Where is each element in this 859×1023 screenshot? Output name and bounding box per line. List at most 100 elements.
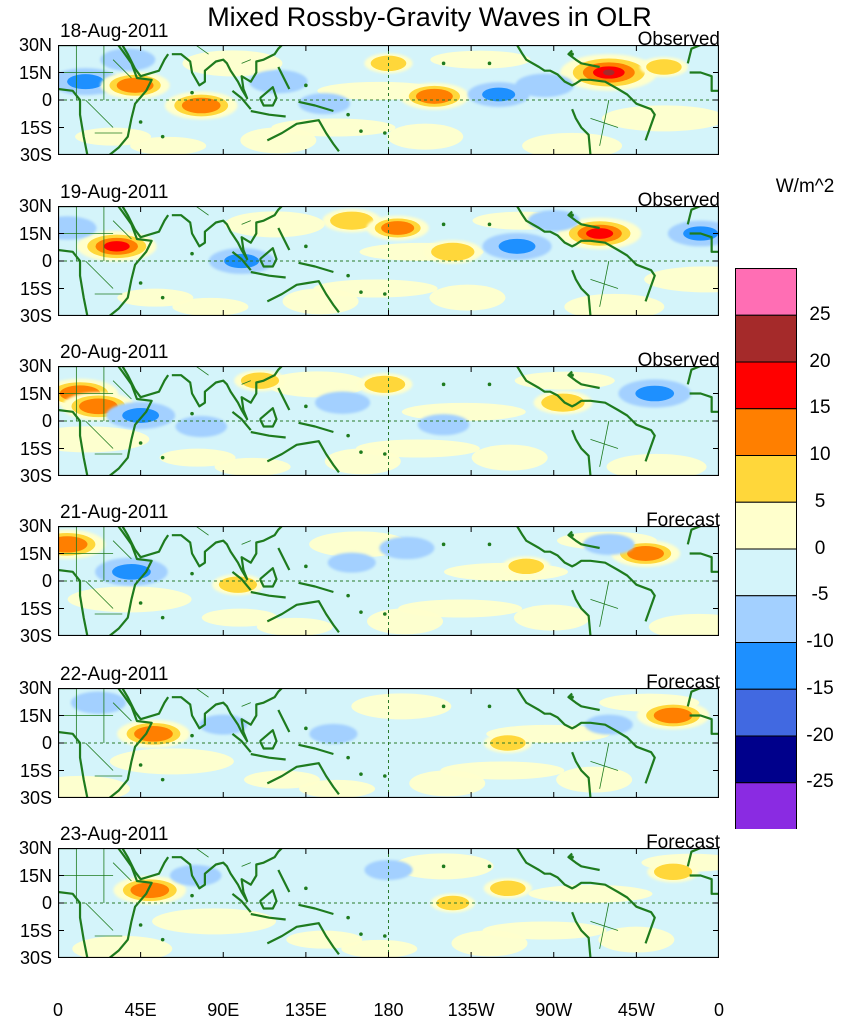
colorbar-label: 0 <box>814 537 826 559</box>
lat-tick-label: 30S <box>19 306 52 326</box>
lat-tick-label: 15N <box>18 223 52 244</box>
weak-anomaly-patch <box>598 926 675 953</box>
coastline <box>258 567 278 588</box>
map-frame <box>58 526 719 636</box>
island <box>346 755 350 760</box>
weak-anomaly-patch <box>324 448 401 475</box>
weak-anomaly-patch <box>601 105 719 132</box>
colorbar-cell <box>735 688 797 737</box>
map-svg <box>58 526 719 636</box>
lat-tick-label: 15S <box>19 598 52 619</box>
anomaly-contour <box>653 863 693 880</box>
lat-tick-label: 15N <box>18 543 52 564</box>
anomaly-contour <box>653 707 693 724</box>
island <box>359 610 363 614</box>
panel-date: 18-Aug-2011 <box>60 21 169 42</box>
weak-anomaly-patch <box>282 288 359 315</box>
lon-tick-label: 0 <box>713 1000 724 1020</box>
island <box>359 290 363 294</box>
coastline <box>231 89 252 110</box>
anomaly-contour <box>103 241 130 252</box>
coastline <box>689 714 719 735</box>
lat-tick-label: 0 <box>41 251 52 271</box>
anomaly-contour <box>424 416 463 433</box>
lat-tick-label: 15N <box>18 865 52 886</box>
colorbar-label: 25 <box>809 303 831 325</box>
anomaly-contour <box>305 95 344 112</box>
lat-tick-label: 30S <box>19 466 52 486</box>
coastline <box>121 45 170 78</box>
island <box>138 441 143 445</box>
map-svg <box>58 688 719 798</box>
coastline <box>258 407 278 428</box>
island <box>487 704 492 709</box>
lat-tick-label: 15N <box>18 383 52 404</box>
coastline <box>567 210 600 230</box>
island <box>304 244 308 249</box>
panel-kind: Forecast <box>646 672 720 693</box>
weak-anomaly-patch <box>240 127 317 154</box>
island <box>138 601 143 605</box>
map-plot-area <box>58 526 719 636</box>
anomaly-contour <box>589 536 628 553</box>
island <box>487 222 492 227</box>
island <box>441 61 446 66</box>
island <box>359 450 363 454</box>
weak-anomaly-patch <box>286 930 363 949</box>
coastline <box>171 848 283 903</box>
anomaly-contour <box>58 536 88 553</box>
country-border <box>195 848 209 858</box>
coastline <box>689 392 719 413</box>
island <box>441 542 446 547</box>
island <box>138 923 143 927</box>
weak-anomaly-patch <box>58 775 131 798</box>
island <box>190 411 194 416</box>
map-frame <box>58 366 719 476</box>
map-frame <box>58 45 719 155</box>
lat-tick-label: 15S <box>19 117 52 138</box>
weak-anomaly-patch <box>387 123 464 150</box>
map-panel: 19-Aug-2011 Observed 30N 15N 0 15S 30S <box>0 179 859 339</box>
country-border <box>112 59 132 79</box>
country-border <box>85 580 114 609</box>
coastline <box>516 526 656 622</box>
lat-tick-label: 30S <box>19 788 52 808</box>
panel-date: 20-Aug-2011 <box>60 342 169 363</box>
anomaly-contour <box>181 97 221 114</box>
colorbar-label: -15 <box>806 677 834 699</box>
weak-anomaly-patch <box>266 371 367 398</box>
colorbar-label: 10 <box>809 444 831 465</box>
anomaly-contour <box>79 398 118 415</box>
country-border <box>241 702 251 707</box>
country-border <box>241 862 251 867</box>
island <box>304 726 308 731</box>
coastline <box>686 206 702 225</box>
weak-anomaly-patch <box>109 748 234 775</box>
island <box>570 695 574 699</box>
anomaly-contour <box>330 211 374 230</box>
country-border <box>85 742 114 771</box>
coastline <box>571 589 592 636</box>
colorbar-label: 15 <box>809 397 831 419</box>
weak-anomaly-patch <box>130 136 207 155</box>
coastline <box>567 49 600 69</box>
island <box>441 864 446 869</box>
anomaly-contour <box>112 564 151 580</box>
coastline <box>250 430 286 439</box>
coastline <box>231 732 252 753</box>
colorbar-cell <box>735 735 797 784</box>
lat-tick-label: 30N <box>18 838 52 858</box>
island <box>304 564 308 569</box>
coastline <box>171 45 283 100</box>
coastline <box>686 45 702 64</box>
anomaly-contour <box>315 726 352 742</box>
country-border <box>241 59 251 64</box>
weak-anomaly-patch <box>244 770 321 789</box>
coastline <box>231 410 252 431</box>
country-border <box>112 862 132 882</box>
weak-anomaly-patch <box>299 779 376 798</box>
weak-anomaly-patch <box>513 604 590 631</box>
coastline <box>58 248 89 316</box>
map-plot-area <box>58 206 719 316</box>
coastline <box>516 848 656 944</box>
